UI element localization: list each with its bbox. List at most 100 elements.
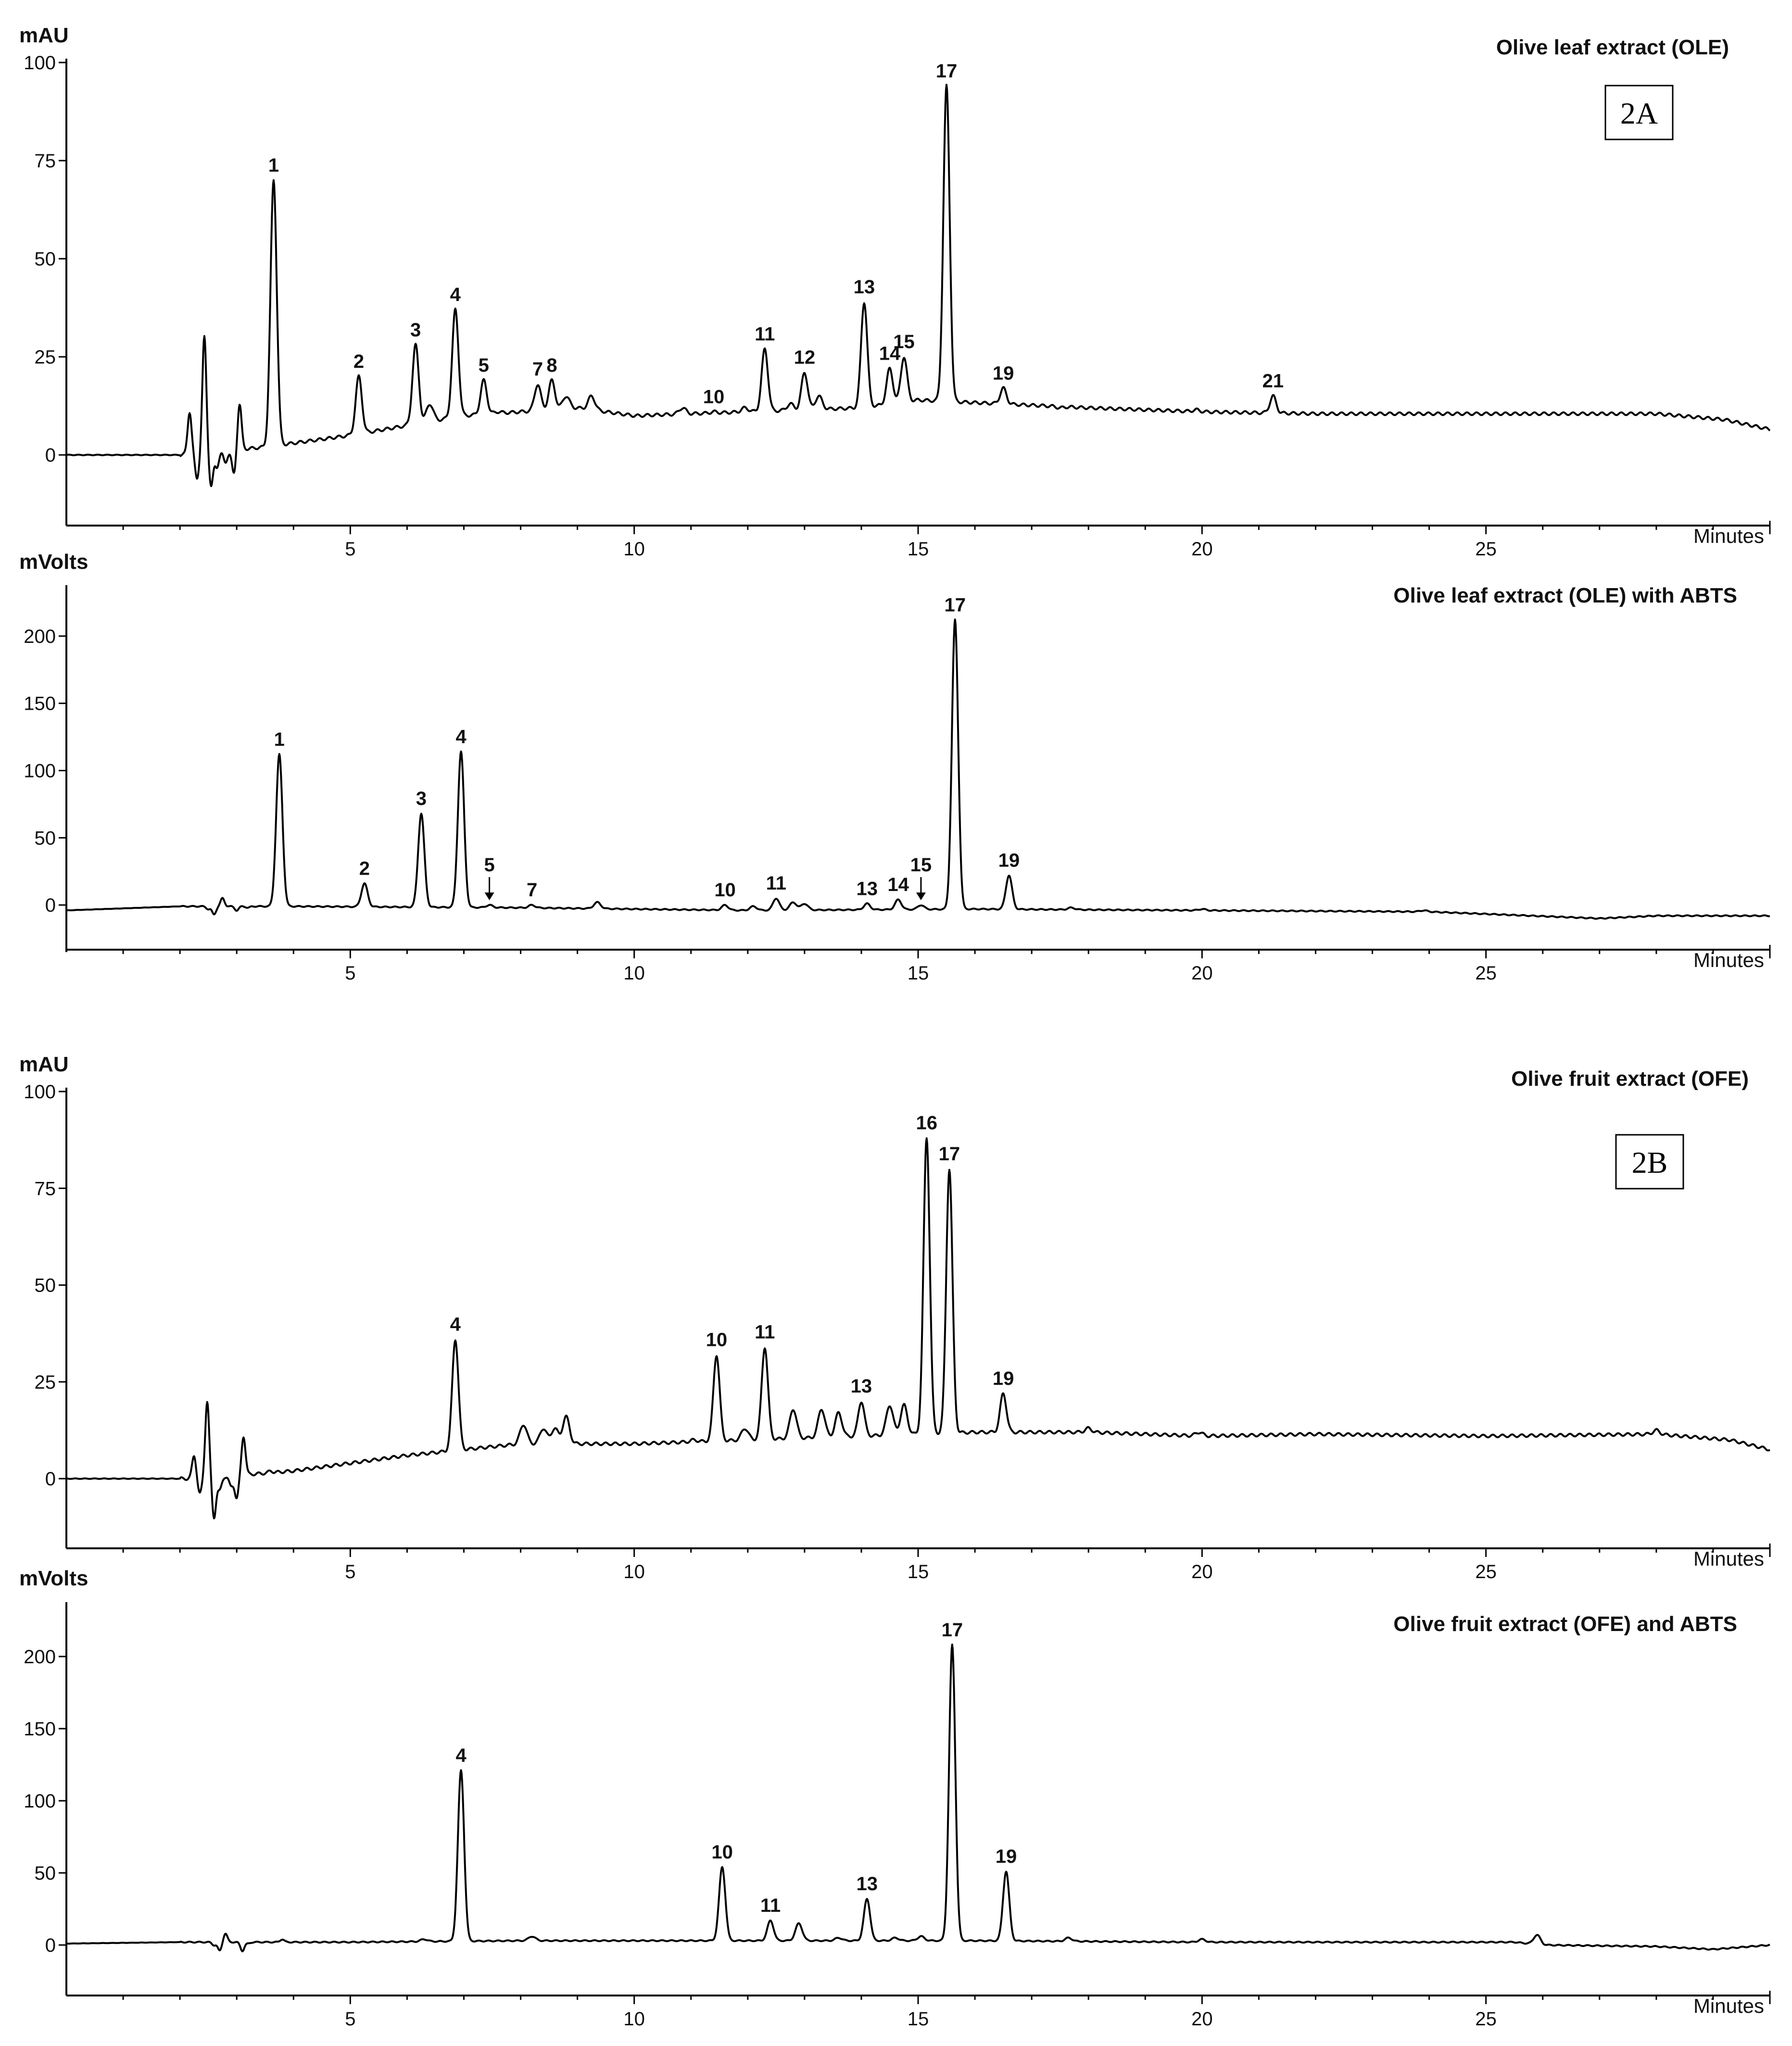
x-tick-label: 20 bbox=[1191, 539, 1213, 560]
y-tick-label: 200 bbox=[24, 1646, 56, 1668]
peak-label: 2 bbox=[359, 858, 370, 879]
y-tick-label: 50 bbox=[35, 1863, 56, 1884]
y-tick-label: 150 bbox=[24, 693, 56, 715]
x-axis-label: Minutes bbox=[1693, 1547, 1764, 1570]
y-unit-label: mAU bbox=[19, 24, 69, 47]
x-tick-label: 10 bbox=[623, 539, 645, 560]
y-tick-label: 75 bbox=[35, 1178, 56, 1199]
y-tick-label: 50 bbox=[35, 1275, 56, 1296]
chromatogram-trace bbox=[66, 1644, 1770, 1953]
peak-label: 11 bbox=[755, 324, 775, 345]
y-tick-label: 0 bbox=[45, 1469, 56, 1490]
peak-label: 11 bbox=[766, 873, 786, 894]
y-tick-label: 25 bbox=[35, 1372, 56, 1393]
x-tick-label: 25 bbox=[1475, 2008, 1497, 2030]
peak-label: 4 bbox=[450, 1314, 461, 1335]
y-tick-label: 100 bbox=[24, 1791, 56, 1812]
peak-label: 19 bbox=[993, 1368, 1014, 1389]
peak-label: 13 bbox=[854, 276, 875, 298]
peak-label: 17 bbox=[936, 61, 958, 82]
y-tick-label: 100 bbox=[24, 1081, 56, 1103]
peak-label: 15 bbox=[910, 854, 932, 876]
peak-label: 10 bbox=[711, 1842, 733, 1863]
y-unit-label: mVolts bbox=[19, 550, 88, 574]
x-tick-label: 25 bbox=[1475, 1561, 1497, 1582]
peak-label: 4 bbox=[455, 1745, 467, 1766]
x-tick-label: 15 bbox=[908, 963, 929, 984]
y-tick-label: 0 bbox=[45, 895, 56, 916]
peak-label: 7 bbox=[532, 359, 543, 380]
peak-label: 3 bbox=[416, 788, 427, 809]
y-unit-label: mVolts bbox=[19, 1567, 88, 1590]
peak-label: 3 bbox=[410, 320, 421, 341]
peak-label: 13 bbox=[856, 1873, 878, 1895]
panel-title: Olive leaf extract (OLE) with ABTS bbox=[1393, 584, 1737, 607]
peak-label: 10 bbox=[714, 879, 736, 901]
peak-label: 1 bbox=[268, 155, 279, 176]
x-axis-label: Minutes bbox=[1693, 525, 1764, 547]
peak-label: 11 bbox=[760, 1895, 781, 1916]
y-tick-label: 25 bbox=[35, 347, 56, 368]
peak-label: 17 bbox=[944, 594, 966, 615]
chromatogram-trace bbox=[66, 1137, 1771, 1519]
x-axis-label: Minutes bbox=[1693, 1995, 1764, 2017]
peak-label: 19 bbox=[998, 850, 1020, 871]
peak-arrow-head bbox=[484, 892, 494, 901]
y-tick-label: 100 bbox=[24, 52, 56, 74]
y-tick-label: 75 bbox=[35, 151, 56, 172]
peak-label: 17 bbox=[942, 1619, 963, 1641]
peak-label: 19 bbox=[993, 363, 1014, 384]
chromatogram-trace bbox=[66, 618, 1770, 920]
peak-label: 4 bbox=[450, 284, 461, 305]
panel-tag: 2A bbox=[1604, 85, 1674, 140]
x-tick-label: 10 bbox=[623, 1561, 645, 1582]
y-tick-label: 150 bbox=[24, 1719, 56, 1740]
y-tick-label: 50 bbox=[35, 828, 56, 849]
panel-tag-box bbox=[1615, 1134, 1684, 1190]
x-tick-label: 10 bbox=[623, 2008, 645, 2030]
x-tick-label: 25 bbox=[1475, 963, 1497, 984]
peak-label: 12 bbox=[794, 347, 816, 368]
peak-label: 13 bbox=[851, 1376, 872, 1397]
peak-label: 15 bbox=[893, 331, 915, 352]
peak-label: 5 bbox=[479, 355, 489, 376]
y-tick-label: 50 bbox=[35, 249, 56, 270]
panel-title: Olive fruit extract (OFE) and ABTS bbox=[1393, 1612, 1737, 1636]
peak-label: 14 bbox=[879, 343, 901, 364]
x-tick-label: 10 bbox=[623, 963, 645, 984]
x-tick-label: 20 bbox=[1191, 963, 1213, 984]
y-tick-label: 200 bbox=[24, 626, 56, 647]
peak-label: 17 bbox=[939, 1143, 960, 1165]
peak-label: 14 bbox=[887, 874, 909, 895]
peak-label: 10 bbox=[706, 1329, 728, 1350]
x-tick-label: 15 bbox=[908, 1561, 929, 1582]
peak-arrow-head bbox=[916, 892, 926, 901]
x-tick-label: 25 bbox=[1475, 539, 1497, 560]
chromatogram-trace bbox=[66, 84, 1771, 487]
peak-label: 1 bbox=[274, 729, 285, 750]
x-tick-label: 5 bbox=[345, 963, 355, 984]
x-tick-label: 15 bbox=[908, 2008, 929, 2030]
peak-label: 7 bbox=[527, 879, 537, 901]
panel-ole-uv: mAU Olive leaf extract (OLE) 2A 02550751… bbox=[19, 24, 1771, 560]
panel-title: Olive fruit extract (OFE) bbox=[1511, 1067, 1749, 1091]
peak-label: 2 bbox=[353, 351, 364, 372]
panel-tag-text: 2A bbox=[1620, 96, 1658, 130]
panel-tag-box bbox=[1604, 85, 1674, 140]
peak-label: 11 bbox=[755, 1321, 775, 1343]
peak-label: 19 bbox=[996, 1846, 1017, 1867]
panel-ole-abts: mVolts Olive leaf extract (OLE) with ABT… bbox=[19, 550, 1771, 984]
peak-label: 16 bbox=[916, 1113, 937, 1134]
panel-ofe-uv: mAU Olive fruit extract (OFE) 2B 0 25 50 75… bbox=[19, 1053, 1771, 1582]
peak-label: 21 bbox=[1262, 371, 1284, 392]
x-axis-label: Minutes bbox=[1693, 949, 1764, 971]
x-tick-label: 20 bbox=[1191, 2008, 1213, 2030]
x-tick-label: 5 bbox=[345, 539, 355, 560]
panel-ofe-abts: mVolts Olive fruit extract (OFE) and ABT… bbox=[19, 1567, 1771, 2030]
peak-label: 8 bbox=[546, 355, 557, 376]
peak-label: 5 bbox=[484, 854, 494, 876]
panel-tag-text: 2B bbox=[1632, 1145, 1668, 1180]
panel-tag: 2B bbox=[1615, 1134, 1684, 1190]
y-tick-label: 0 bbox=[45, 1935, 56, 1956]
